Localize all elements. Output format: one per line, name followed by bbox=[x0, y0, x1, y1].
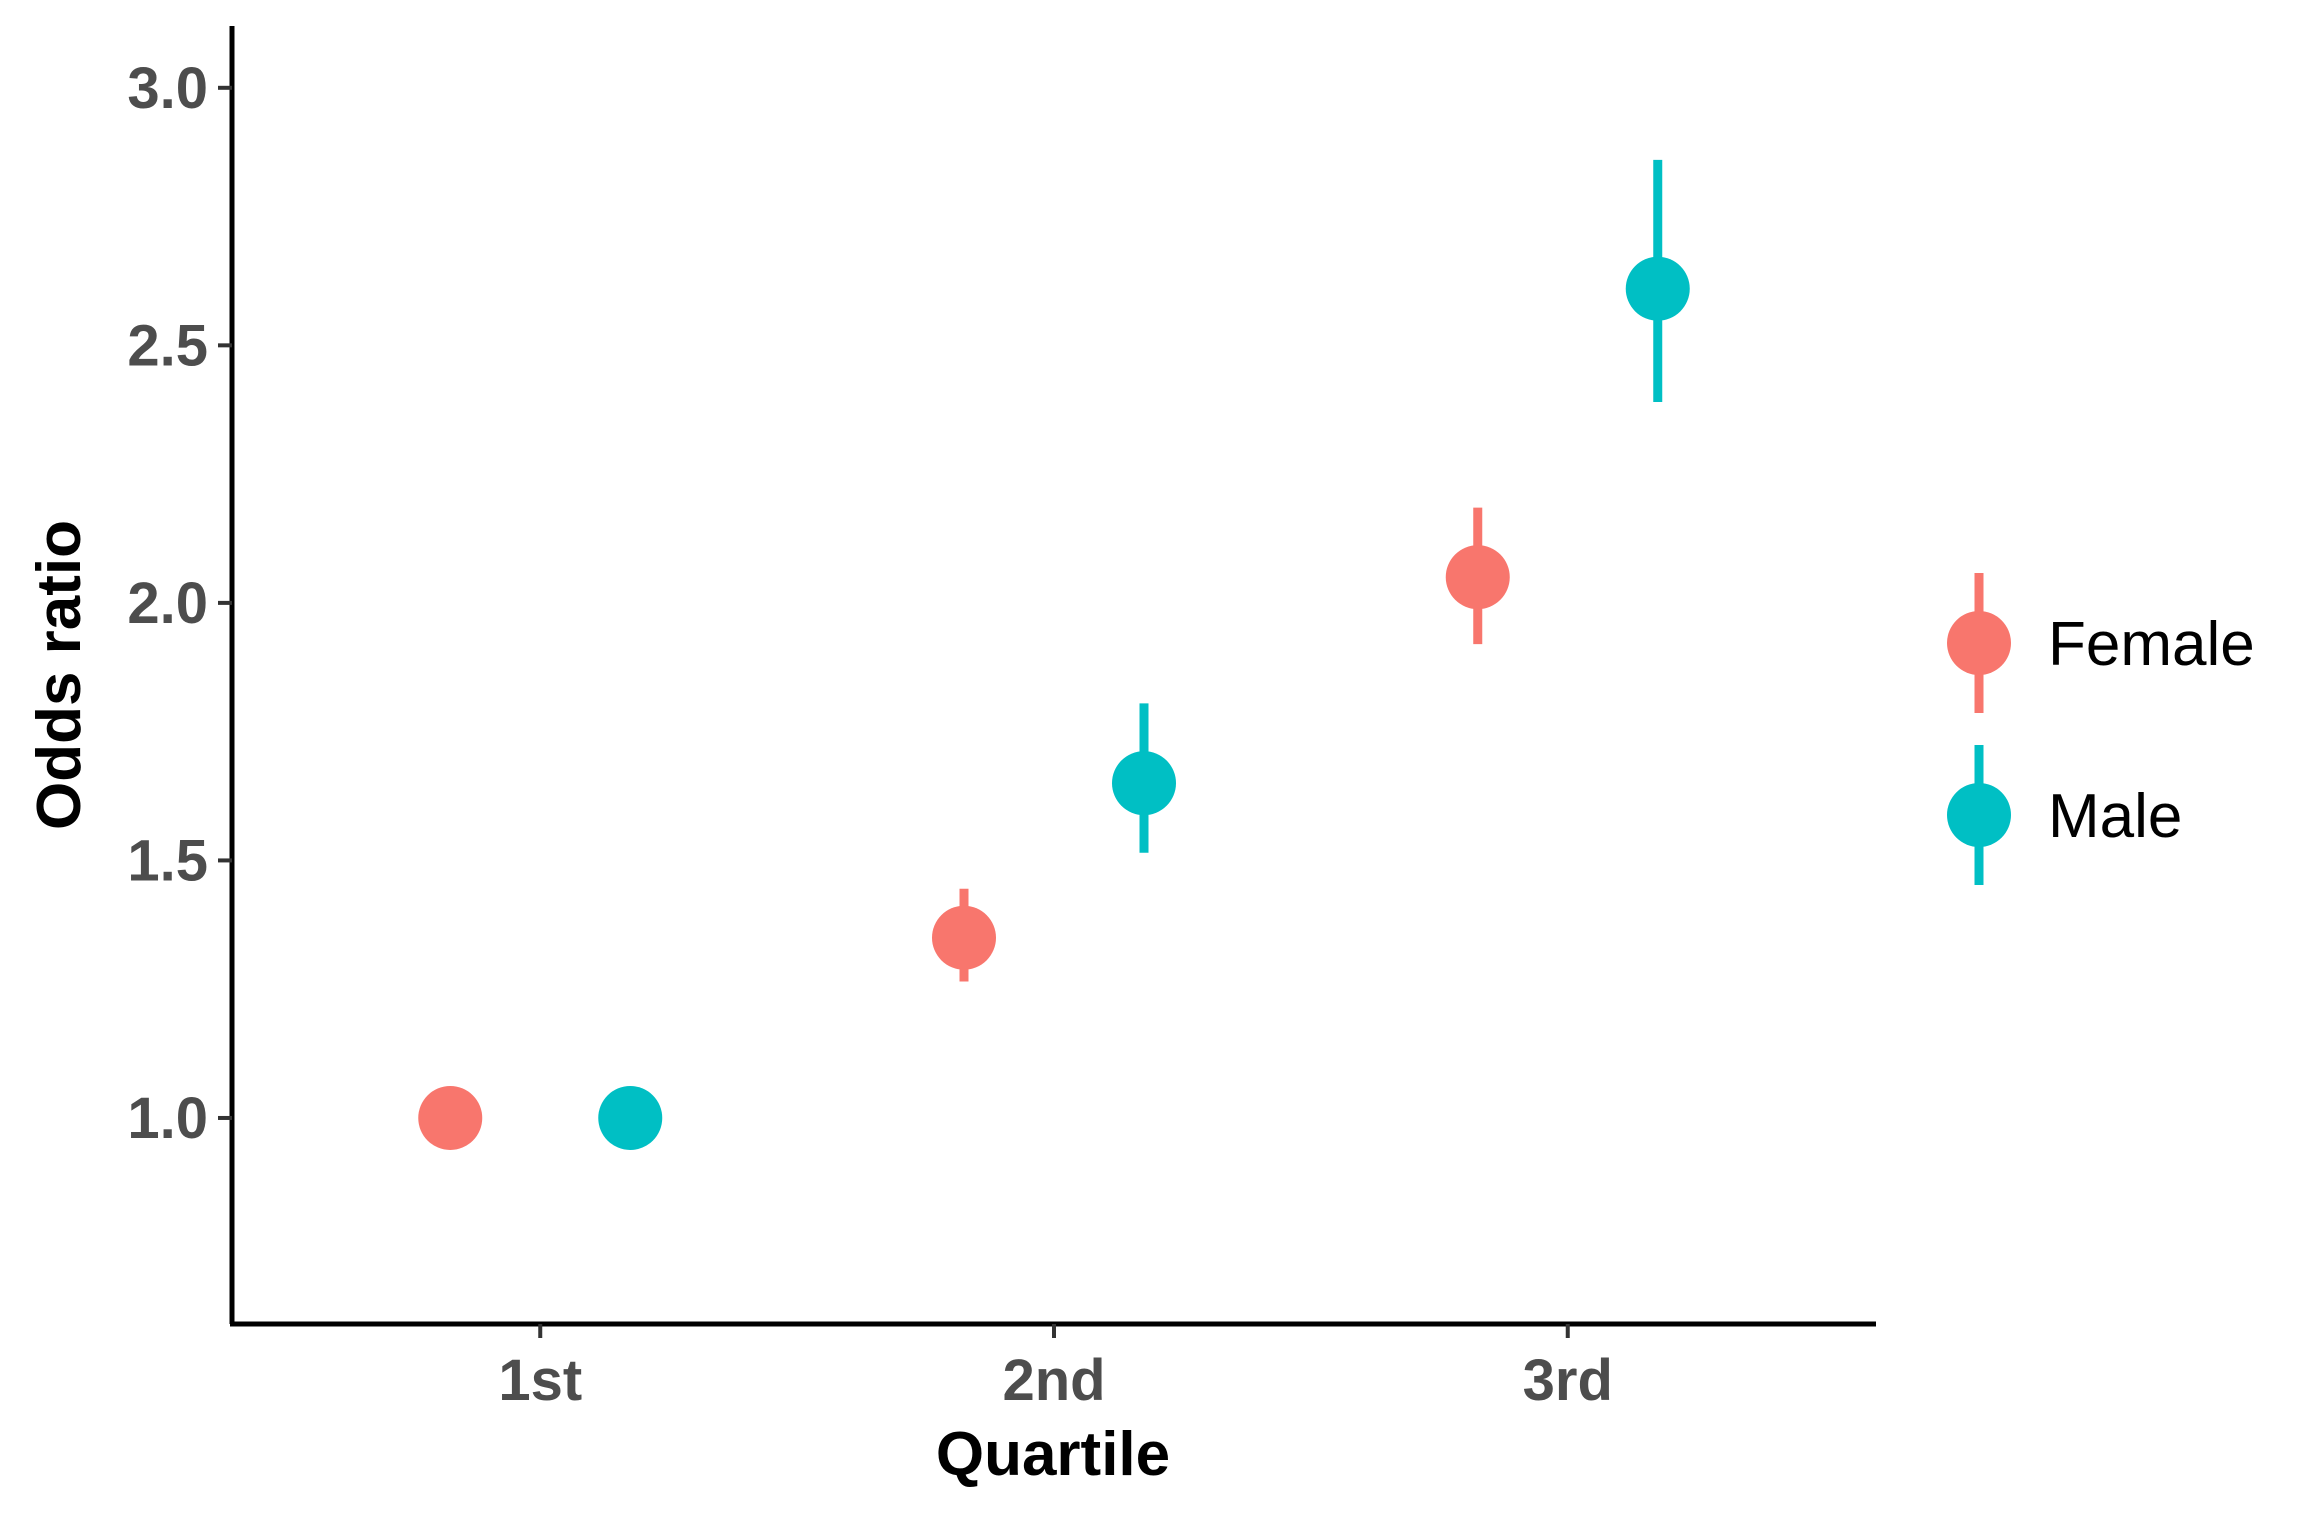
y-axis-ticks: 1.0 1.5 2.0 2.5 3.0 bbox=[127, 56, 232, 1151]
legend-label-male: Male bbox=[2048, 782, 2182, 851]
y-tick-label: 2.0 bbox=[127, 571, 208, 636]
legend-key-point-male bbox=[1947, 783, 2011, 847]
data-marks bbox=[418, 159, 1690, 1150]
x-tick-label: 1st bbox=[498, 1348, 582, 1413]
point-male bbox=[1112, 751, 1176, 816]
y-tick-label: 2.5 bbox=[127, 313, 208, 378]
y-tick-label: 3.0 bbox=[127, 56, 208, 121]
point-male bbox=[1625, 256, 1690, 321]
x-tick-label: 2nd bbox=[1002, 1348, 1105, 1413]
x-tick-label: 3rd bbox=[1523, 1348, 1613, 1413]
x-axis-ticks: 1st 2nd 3rd bbox=[498, 1324, 1613, 1413]
y-axis-title: Odds ratio bbox=[25, 520, 94, 830]
point-female bbox=[418, 1085, 483, 1150]
x-axis-title: Quartile bbox=[936, 1420, 1170, 1489]
point-female bbox=[1445, 545, 1510, 610]
legend-key-point-female bbox=[1947, 611, 2011, 675]
point-female bbox=[932, 905, 996, 970]
legend-label-female: Female bbox=[2048, 610, 2255, 679]
legend: Female Male bbox=[1947, 573, 2255, 885]
plot-area: 1.0 1.5 2.0 2.5 3.0 1st 2nd 3rd bbox=[127, 26, 1876, 1413]
y-tick-label: 1.5 bbox=[127, 828, 208, 893]
y-tick-label: 1.0 bbox=[127, 1086, 208, 1151]
point-male bbox=[598, 1085, 663, 1150]
